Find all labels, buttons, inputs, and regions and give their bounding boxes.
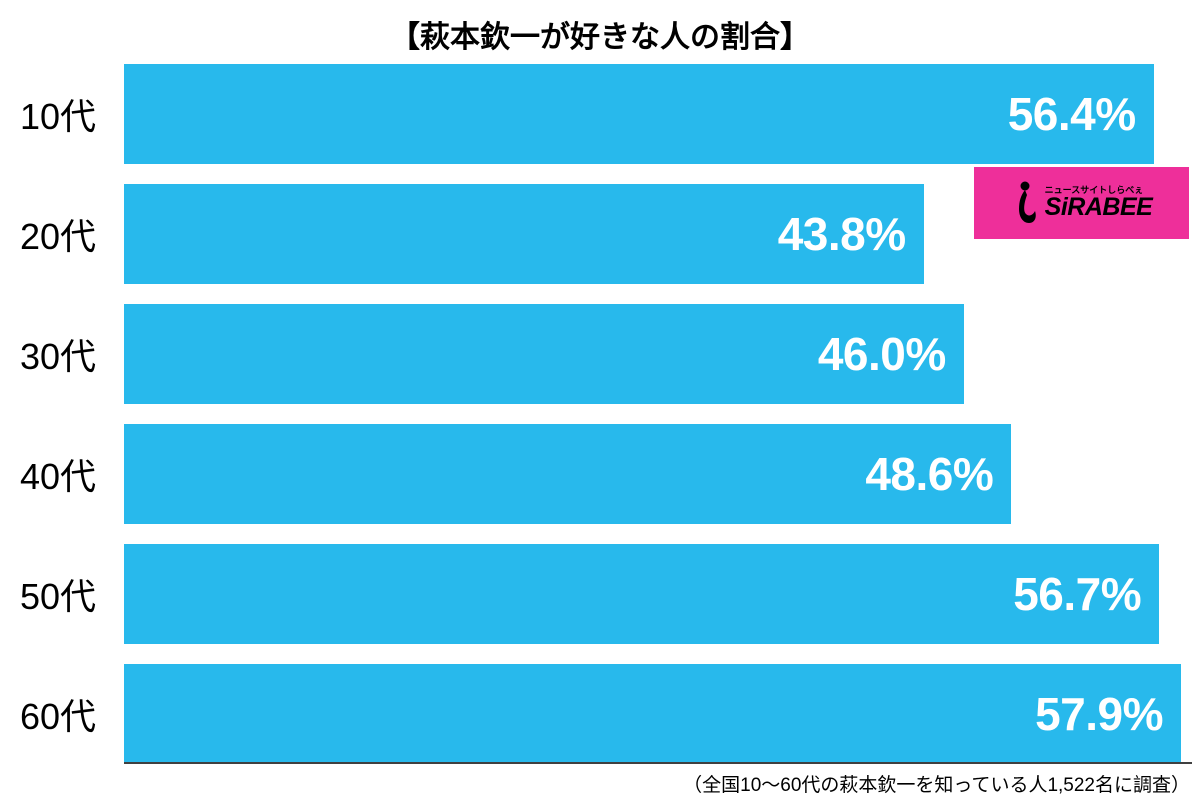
category-label: 60代 bbox=[8, 688, 124, 740]
category-label: 10代 bbox=[8, 88, 124, 140]
bar-track: 56.7% bbox=[124, 544, 1192, 644]
category-label: 20代 bbox=[8, 208, 124, 260]
logo-maintext: SiRABEE bbox=[1045, 195, 1153, 220]
chart-footnote: （全国10～60代の萩本欽一を知っている人1,522名に調査） bbox=[0, 764, 1200, 797]
bar-value-label: 48.6% bbox=[865, 447, 993, 501]
category-label: 40代 bbox=[8, 448, 124, 500]
bar: 56.7% bbox=[124, 544, 1159, 644]
category-label: 50代 bbox=[8, 568, 124, 620]
bar-row: 50代 56.7% bbox=[8, 544, 1192, 644]
bar-row: 60代 57.9% bbox=[8, 664, 1192, 764]
bar-track: 48.6% bbox=[124, 424, 1192, 524]
logo-inner: ニュースサイトしらべぇ SiRABEE bbox=[1011, 181, 1153, 225]
sirabee-icon bbox=[1011, 181, 1041, 225]
bar-row: 10代 56.4% bbox=[8, 64, 1192, 164]
bar: 57.9% bbox=[124, 664, 1181, 764]
bar-row: 30代 46.0% bbox=[8, 304, 1192, 404]
bar-track: 46.0% bbox=[124, 304, 1192, 404]
bar-row: 40代 48.6% bbox=[8, 424, 1192, 524]
bar-track: 56.4% bbox=[124, 64, 1192, 164]
bar-value-label: 56.7% bbox=[1013, 567, 1141, 621]
bar: 56.4% bbox=[124, 64, 1154, 164]
bar: 46.0% bbox=[124, 304, 964, 404]
bar-track: 57.9% bbox=[124, 664, 1192, 764]
logo-text-group: ニュースサイトしらべぇ SiRABEE bbox=[1045, 186, 1153, 220]
sirabee-logo-badge: ニュースサイトしらべぇ SiRABEE bbox=[974, 167, 1189, 239]
bar-value-label: 56.4% bbox=[1008, 87, 1136, 141]
x-axis-baseline bbox=[124, 762, 1192, 764]
bar-value-label: 46.0% bbox=[818, 327, 946, 381]
bar: 43.8% bbox=[124, 184, 924, 284]
bar: 48.6% bbox=[124, 424, 1011, 524]
chart-title: 【萩本欽一が好きな人の割合】 bbox=[0, 0, 1200, 64]
bar-value-label: 43.8% bbox=[778, 207, 906, 261]
bar-value-label: 57.9% bbox=[1035, 687, 1163, 741]
category-label: 30代 bbox=[8, 328, 124, 380]
